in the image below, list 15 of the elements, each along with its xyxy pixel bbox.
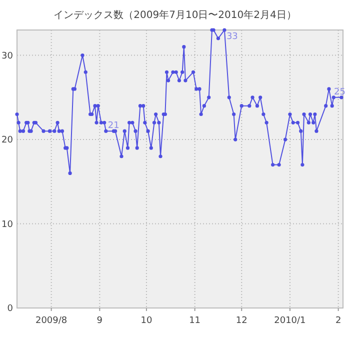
data-label: 25 <box>334 87 346 98</box>
x-tick-label: 11 <box>189 316 201 326</box>
data-label: 33 <box>226 32 238 42</box>
y-tick-label: 20 <box>2 136 14 146</box>
x-tick-label: 9 <box>96 316 103 326</box>
x-tick-label: 2009/8 <box>35 316 68 326</box>
data-label: 21 <box>108 121 120 132</box>
y-tick-label: 10 <box>2 220 14 230</box>
title: インデックス数（2009年7月10日〜2010年2月4日） <box>54 10 296 21</box>
x-tick-label: 2010/1 <box>274 316 306 326</box>
x-tick-label: 12 <box>236 316 248 326</box>
y-tick-label: 0 <box>7 304 14 314</box>
x-tick-label: 2 <box>335 316 342 326</box>
y-tick-label: 30 <box>2 51 14 62</box>
x-tick-label: 10 <box>140 316 152 326</box>
